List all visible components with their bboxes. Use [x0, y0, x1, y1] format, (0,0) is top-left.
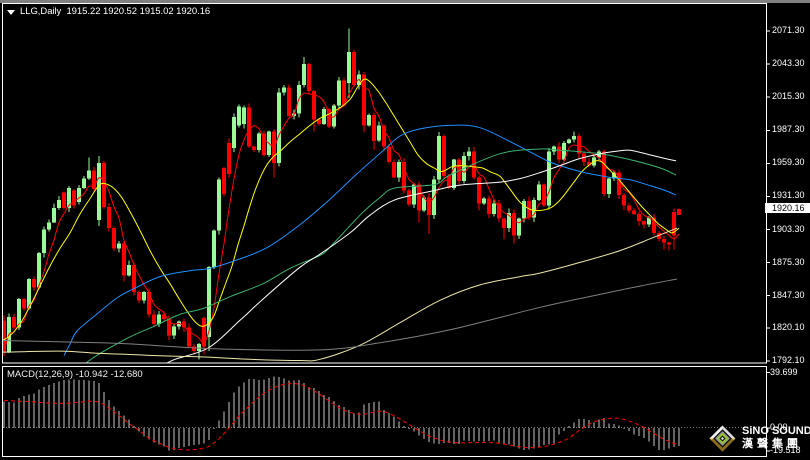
macd-signal-line — [3, 383, 680, 451]
price-axis-label: 1903.30 — [772, 223, 805, 234]
macd-axis-max: 39.699 — [770, 366, 798, 377]
price-axis-label: 1875.30 — [772, 256, 805, 267]
price-axis-label: 1847.30 — [772, 289, 805, 300]
price-axis-label: 2015.30 — [772, 91, 805, 102]
ma-mid — [3, 78, 680, 341]
broker-logo-icon — [709, 425, 736, 452]
price-axis-ticks — [767, 30, 770, 452]
ma-slow-3 — [166, 149, 677, 363]
symbol-dropdown-icon[interactable] — [7, 9, 15, 15]
price-axis-label: 2071.30 — [772, 25, 805, 35]
broker-logo-text: SiNO SOUND — [742, 425, 810, 437]
window-top-strip — [0, 0, 810, 3]
price-axis-label: 1792.10 — [772, 354, 805, 365]
current-price-badge: 1920.16 — [765, 202, 810, 213]
main-chart — [3, 28, 681, 363]
candles — [3, 28, 681, 360]
macd-indicator-label: MACD(12,26,9) -10.942 -12.680 — [7, 369, 143, 380]
price-axis-label: 1820.10 — [772, 321, 805, 332]
price-axis-label: 1931.30 — [772, 190, 805, 201]
main-panel-frame — [2, 3, 767, 364]
broker-logo-text-chinese: 漢聲集團 — [742, 438, 802, 450]
ma-slow-1 — [63, 124, 677, 357]
ma-slow-2 — [85, 148, 677, 363]
price-axis-label: 1959.30 — [772, 157, 805, 168]
macd-chart — [3, 376, 766, 451]
ma-slow-5 — [3, 278, 678, 351]
macd-axis-min: -19.518 — [770, 445, 801, 455]
price-axis-label: 1987.30 — [772, 124, 805, 135]
chart-title-bar[interactable]: LLG,Daily 1915.22 1920.52 1915.02 1920.1… — [6, 5, 210, 18]
ma-slow-4 — [3, 227, 678, 362]
chart-title: LLG,Daily 1915.22 1920.52 1915.02 1920.1… — [20, 6, 211, 17]
ma-fast — [3, 79, 680, 353]
price-axis-label: 2043.30 — [772, 58, 805, 69]
broker-logo: SiNO SOUND 漢聲集團 — [706, 423, 810, 456]
macd-axis-zero: 0.00 — [770, 422, 788, 432]
macd-histogram — [3, 376, 680, 451]
macd-panel-frame — [2, 366, 767, 457]
